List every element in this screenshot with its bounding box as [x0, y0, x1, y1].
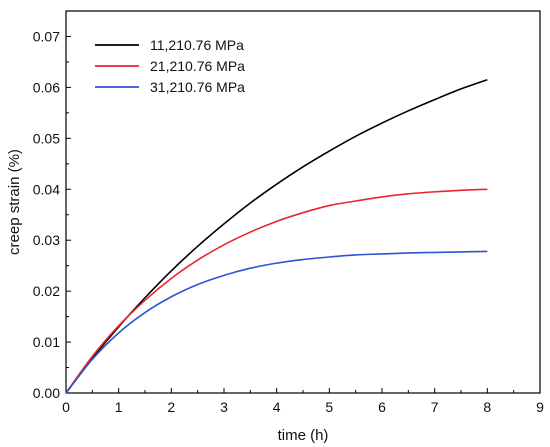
x-tick-label: 0 — [62, 399, 70, 415]
y-axis-title: creep strain (%) — [6, 149, 23, 255]
plot-frame — [65, 10, 541, 394]
x-tick-label: 4 — [273, 399, 281, 415]
x-tick-label: 1 — [115, 399, 123, 415]
y-tick-label: 0.00 — [33, 385, 60, 401]
y-tick-labels: 0.00 0.01 0.02 0.03 0.04 0.05 0.06 0.07 — [33, 28, 60, 401]
y-tick-label: 0.04 — [33, 181, 60, 197]
x-tick-label: 6 — [378, 399, 386, 415]
x-tick-label: 5 — [325, 399, 333, 415]
legend-label-2: 21,210.76 MPa — [150, 58, 245, 74]
series-line-1 — [65, 79, 488, 394]
y-tick-label: 0.02 — [33, 283, 60, 299]
y-tick-label: 0.05 — [33, 130, 60, 146]
x-tick-labels: 0 1 2 3 4 5 6 7 8 9 — [62, 399, 544, 415]
y-tick-label: 0.03 — [33, 232, 60, 248]
series-line-2 — [65, 188, 488, 394]
x-tick-label: 7 — [431, 399, 439, 415]
series-lines — [65, 79, 488, 394]
x-tick-label: 2 — [167, 399, 175, 415]
y-tick-label: 0.06 — [33, 79, 60, 95]
legend: 11,210.76 MPa 21,210.76 MPa 31,210.76 MPa — [95, 37, 245, 95]
axis-ticks — [65, 35, 541, 394]
x-tick-label: 9 — [536, 399, 544, 415]
series-line-3 — [65, 250, 488, 394]
legend-label-1: 11,210.76 MPa — [150, 37, 244, 53]
x-tick-label: 8 — [483, 399, 491, 415]
y-tick-label: 0.07 — [33, 28, 60, 44]
x-tick-label: 3 — [220, 399, 228, 415]
x-axis-title: time (h) — [278, 427, 329, 444]
y-tick-label: 0.01 — [33, 334, 60, 350]
legend-label-3: 31,210.76 MPa — [150, 79, 245, 95]
